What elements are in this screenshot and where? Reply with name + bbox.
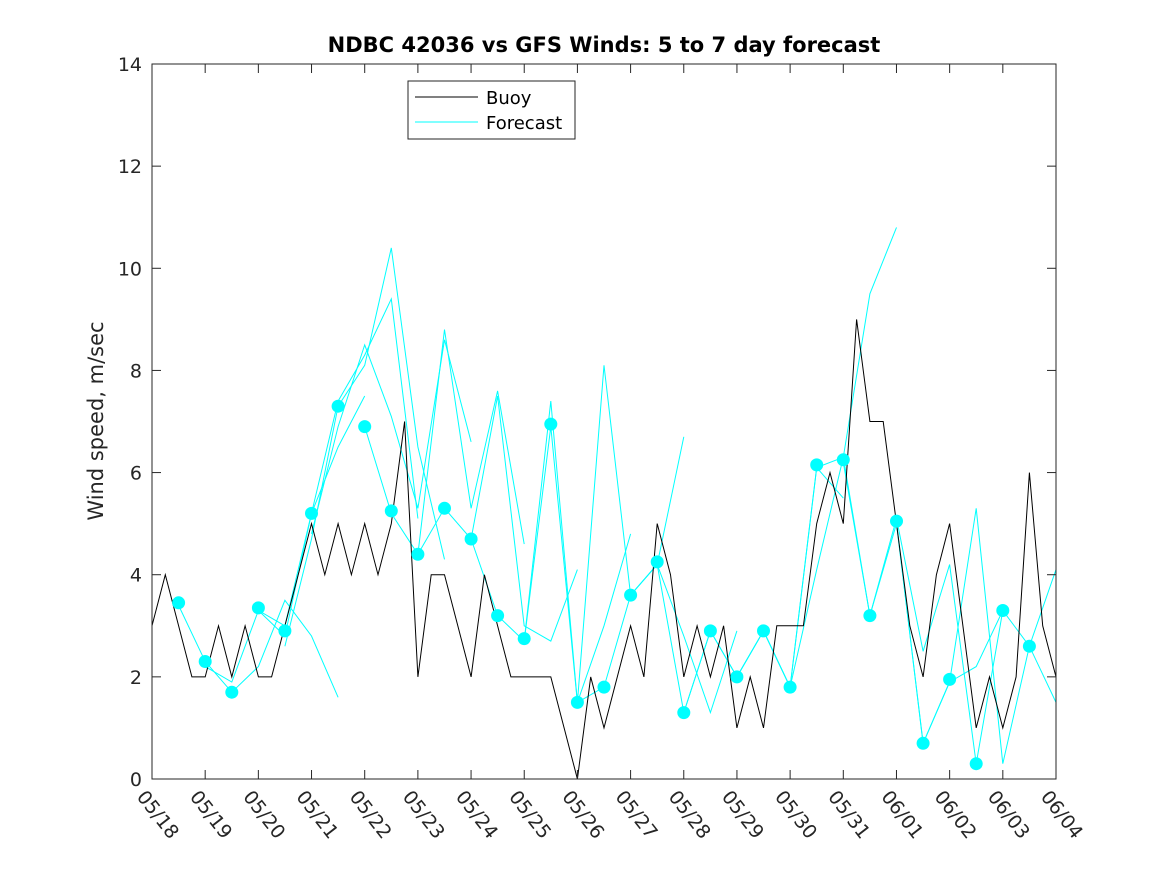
forecast-point — [783, 680, 797, 694]
forecast-point — [757, 624, 770, 638]
x-tick-label: 06/01 — [877, 787, 928, 844]
chart-title: NDBC 42036 vs GFS Winds: 5 to 7 day fore… — [328, 33, 881, 57]
y-tick-label: 0 — [130, 769, 142, 791]
forecast-point — [438, 501, 451, 515]
y-axis: 0 2 4 6 8 10 12 14 — [118, 54, 1056, 791]
y-tick-label: 2 — [130, 667, 142, 689]
forecast-point — [836, 453, 850, 467]
forecast-point — [225, 685, 239, 699]
x-tick-label: 06/02 — [930, 787, 981, 844]
forecast-point — [890, 514, 903, 528]
x-tick-label: 05/30 — [770, 787, 821, 844]
forecast-point — [943, 672, 957, 686]
legend-box — [407, 80, 576, 140]
forecast-point — [305, 506, 318, 520]
x-tick-label: 05/22 — [345, 787, 396, 844]
forecast-point — [810, 458, 824, 472]
legend-label-buoy: Buoy — [486, 88, 532, 109]
forecast-run-line — [311, 339, 472, 535]
x-tick-label: 05/25 — [504, 787, 555, 844]
forecast-point — [544, 417, 558, 431]
x-tick-label: 05/29 — [717, 787, 768, 844]
forecast-point — [703, 624, 717, 638]
forecast-point — [996, 604, 1010, 617]
y-tick-label: 12 — [118, 156, 142, 178]
x-tick-label: 05/19 — [185, 787, 236, 844]
y-tick-label: 8 — [130, 360, 142, 382]
forecast-point — [597, 680, 611, 694]
forecast-point — [411, 547, 425, 561]
forecast-point — [172, 596, 186, 610]
buoy-series-line — [151, 319, 1057, 780]
forecast-point — [251, 601, 265, 615]
x-tick-label: 05/28 — [664, 787, 715, 844]
forecast-point — [969, 757, 983, 771]
y-tick-label: 10 — [118, 258, 142, 280]
plot-frame — [151, 63, 1057, 780]
legend-label-forecast: Forecast — [486, 113, 562, 134]
forecast-point — [491, 609, 505, 623]
x-tick-label: 05/31 — [823, 787, 874, 844]
y-axis-label: Wind speed, m/sec — [84, 321, 108, 520]
forecast-point — [331, 399, 345, 413]
x-tick-label: 05/26 — [557, 787, 608, 844]
legend: Buoy Forecast — [407, 80, 576, 140]
forecast-point — [650, 555, 664, 569]
y-tick-label: 4 — [130, 565, 142, 587]
forecast-point — [1022, 639, 1036, 653]
forecast-run-line — [284, 247, 445, 647]
plot-background — [152, 64, 1056, 779]
forecast-point — [570, 695, 584, 709]
x-tick-label: 05/23 — [398, 787, 449, 844]
forecast-point — [624, 588, 638, 602]
x-tick-label: 06/04 — [1036, 787, 1087, 844]
forecast-point — [863, 609, 877, 623]
forecast-point — [916, 736, 930, 750]
forecast-point — [677, 706, 691, 720]
x-tick-label: 05/18 — [132, 787, 183, 844]
forecast-point — [730, 670, 744, 684]
forecast-point — [464, 532, 478, 546]
y-tick-label: 6 — [130, 463, 142, 485]
x-tick-label: 06/03 — [983, 787, 1034, 844]
forecast-point — [358, 420, 372, 434]
forecast-point — [278, 624, 292, 638]
x-tick-label: 05/27 — [611, 787, 662, 844]
y-tick-label: 14 — [118, 54, 142, 76]
forecast-point — [517, 632, 531, 646]
x-tick-label: 05/21 — [292, 787, 343, 844]
forecast-point — [384, 504, 398, 518]
x-tick-label: 05/20 — [238, 787, 289, 844]
forecast-point — [198, 655, 212, 668]
x-tick-label: 05/24 — [451, 787, 502, 844]
series-layer — [151, 227, 1057, 780]
